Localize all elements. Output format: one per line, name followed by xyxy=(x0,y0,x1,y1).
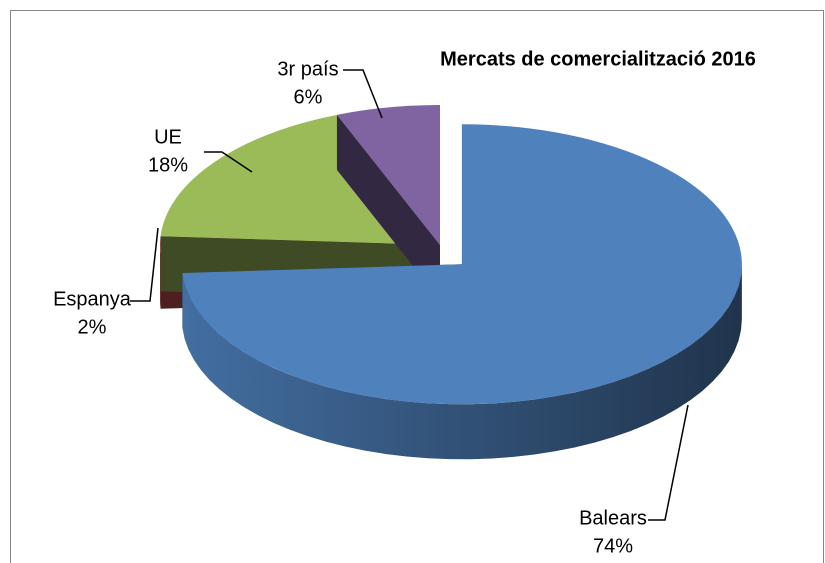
slice-top xyxy=(336,105,440,245)
slice-wall xyxy=(182,264,742,460)
data-label-name: Balears xyxy=(579,507,647,529)
data-label-name: UE xyxy=(154,126,182,148)
slice-top xyxy=(160,114,440,245)
data-label-value: 2% xyxy=(78,316,107,338)
pie-slice xyxy=(336,105,440,300)
slice-cut-face xyxy=(336,114,440,300)
leader-line xyxy=(130,227,159,302)
chart-title: Mercats de comercialització 2016 xyxy=(440,48,756,70)
pie-slice xyxy=(182,124,742,460)
slice-top xyxy=(182,124,742,405)
leader-line xyxy=(343,69,383,119)
data-label-value: 18% xyxy=(148,154,188,176)
data-label-value: 74% xyxy=(593,535,633,557)
data-label-value: 6% xyxy=(294,86,323,108)
data-label-name: 3r país xyxy=(277,58,338,80)
slice-wall xyxy=(160,245,161,309)
leader-line xyxy=(204,151,253,173)
leader-line xyxy=(648,404,689,521)
data-label-name: Espanya xyxy=(53,288,132,310)
